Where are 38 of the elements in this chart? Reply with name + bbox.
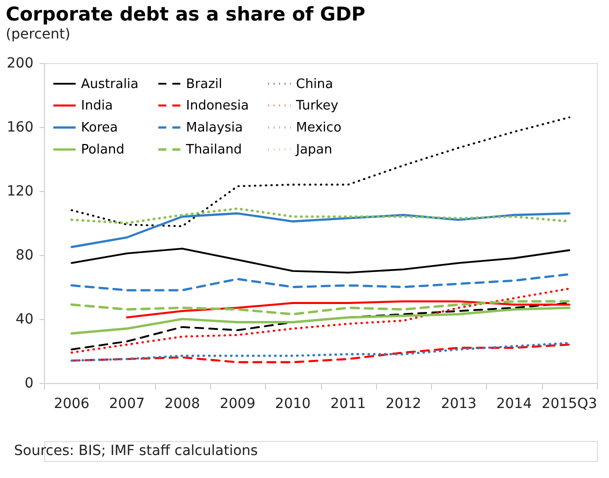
legend-label: India xyxy=(81,98,113,114)
chart-title: Corporate debt as a share of GDP xyxy=(6,4,366,26)
legend-label: Japan xyxy=(295,142,332,158)
line-series xyxy=(70,248,570,274)
line-series xyxy=(70,273,570,292)
x-tick-label: 2011 xyxy=(330,396,366,412)
line-series xyxy=(70,288,570,354)
x-tick-label: 2008 xyxy=(164,396,200,412)
legend-label: Indonesia xyxy=(186,98,249,114)
line-series xyxy=(70,116,570,228)
legend-label: China xyxy=(296,76,334,92)
x-tick-label: 2013 xyxy=(440,396,477,412)
x-tick-label: 2010 xyxy=(275,396,311,412)
x-tick-label: 2006 xyxy=(54,396,90,412)
legend-label: Malaysia xyxy=(186,120,243,136)
y-tick-label: 0 xyxy=(24,376,34,392)
legend-label: Turkey xyxy=(295,98,339,114)
legend-label: Brazil xyxy=(186,76,222,92)
legend-label: Korea xyxy=(81,120,118,136)
legend-label: Mexico xyxy=(296,120,342,136)
line-series xyxy=(70,306,571,335)
y-tick-label: 120 xyxy=(6,184,34,200)
legend-label: Poland xyxy=(81,142,124,158)
y-tick-label: 80 xyxy=(16,248,34,264)
y-tick-label: 160 xyxy=(6,120,34,136)
y-tick-label: 40 xyxy=(16,312,34,328)
x-tick-label: 2009 xyxy=(220,396,256,412)
x-tick-label: 2014 xyxy=(496,396,532,412)
legend-label: Thailand xyxy=(185,142,242,158)
legend-label: Australia xyxy=(81,76,139,92)
chart-subtitle: (percent) xyxy=(6,26,70,42)
x-tick-label: 2012 xyxy=(386,396,422,412)
y-tick-label: 200 xyxy=(6,56,34,72)
line-series xyxy=(70,212,570,248)
source-note: Sources: BIS; IMF staff calculations xyxy=(14,443,258,459)
x-tick-label: 2007 xyxy=(109,396,145,412)
line-series xyxy=(70,300,571,316)
x-tick-label: 2015Q3 xyxy=(542,396,598,412)
